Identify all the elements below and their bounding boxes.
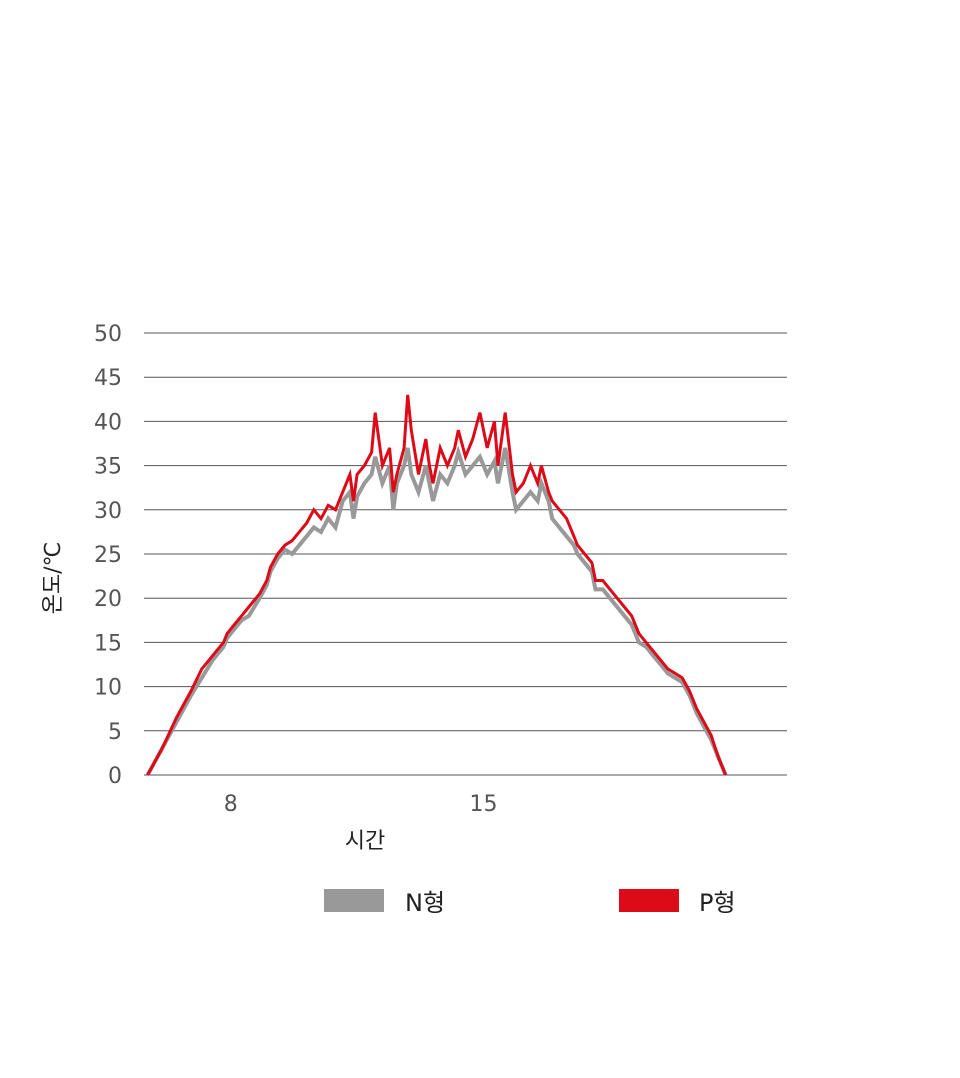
y-axis-title: 온도/℃ [41,542,66,615]
legend-label-p: P형 [699,889,736,917]
series-line-p [146,394,727,776]
x-tick-15: 15 [470,792,498,817]
y-tick-50: 50 [94,322,122,347]
y-tick-25: 25 [94,543,122,568]
legend-swatch-n [324,889,384,912]
legend: N형 P형 [324,889,736,917]
y-gridlines [144,332,787,776]
x-axis-title: 시간 [345,829,385,854]
y-tick-45: 45 [94,366,122,391]
series-line-n [145,445,728,776]
y-tick-40: 40 [94,410,122,435]
y-tick-15: 15 [94,631,122,656]
legend-label-n: N형 [405,889,445,917]
y-tick-20: 20 [94,587,122,612]
legend-swatch-p [619,889,679,912]
y-tick-10: 10 [94,676,122,701]
x-tick-labels: 8 15 [224,792,498,817]
y-tick-5: 5 [108,720,122,745]
series-lines [145,394,728,776]
y-tick-35: 35 [94,455,122,480]
y-tick-0: 0 [108,764,122,789]
x-tick-8: 8 [224,792,238,817]
y-tick-labels: 0 5 10 15 20 25 30 35 40 45 50 [94,322,122,789]
y-tick-30: 30 [94,499,122,524]
